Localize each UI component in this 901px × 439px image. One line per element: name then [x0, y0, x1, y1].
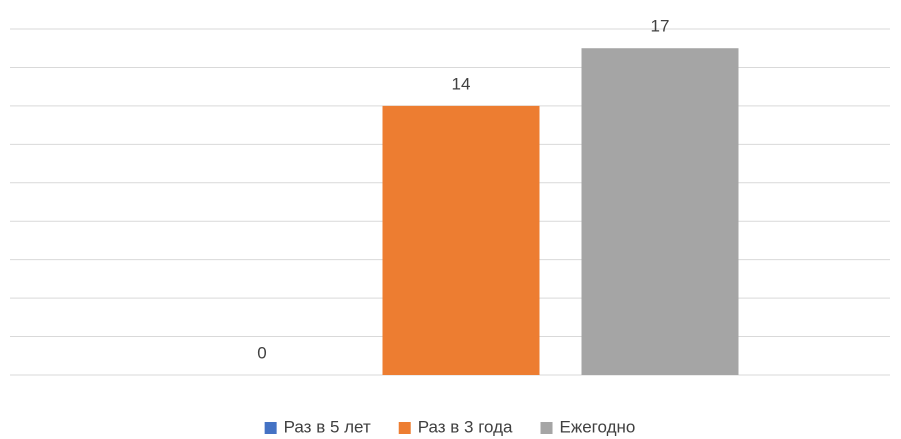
legend-label: Раз в 5 лет: [284, 417, 371, 436]
legend-label: Ежегодно: [560, 417, 636, 436]
data-label: 0: [257, 343, 266, 362]
legend-label: Раз в 3 года: [418, 417, 513, 436]
bar: [382, 105, 540, 375]
bar: [581, 48, 739, 375]
data-label: 17: [651, 17, 670, 36]
legend-swatch: [540, 422, 553, 434]
data-label: 14: [452, 74, 471, 93]
legend-swatch: [398, 422, 411, 434]
legend-swatch: [264, 422, 277, 434]
